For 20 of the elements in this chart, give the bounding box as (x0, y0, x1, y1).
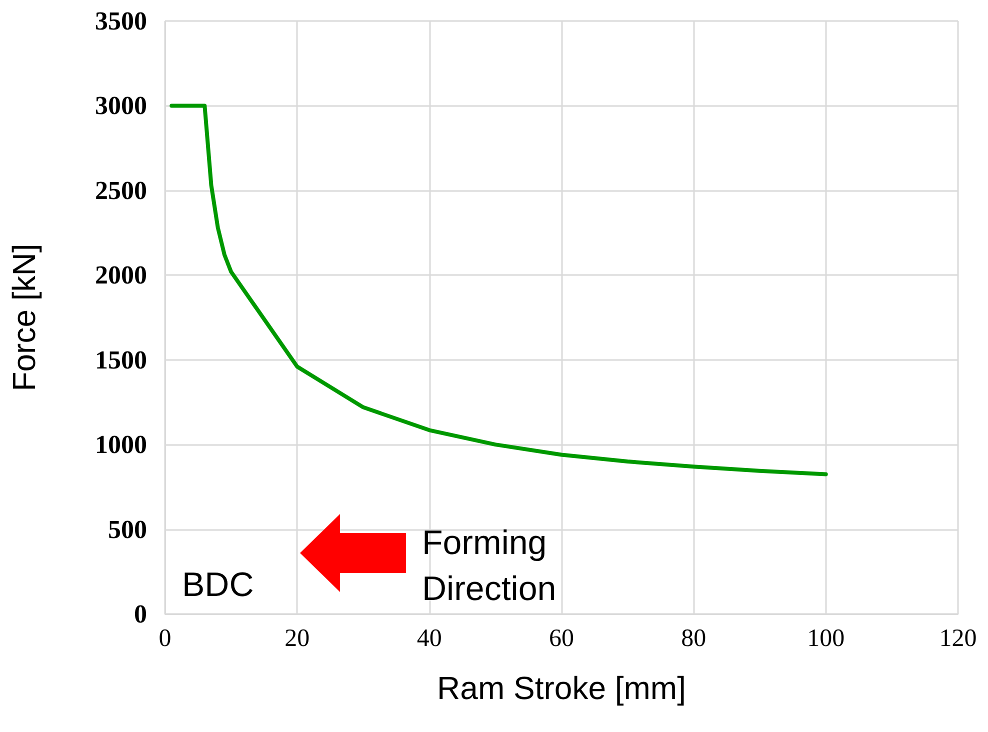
y-tick-label: 2000 (95, 260, 147, 290)
x-tick-label: 0 (158, 625, 172, 652)
x-tick-label: 40 (416, 625, 442, 652)
y-tick-label: 1000 (95, 430, 147, 460)
x-tick-label: 100 (807, 625, 845, 652)
annotation: Forming Direction (422, 523, 558, 610)
y-tick-label: 2500 (95, 176, 147, 205)
x-tick-label: 120 (939, 625, 977, 652)
y-axis-title: Force [kN] (6, 244, 42, 392)
x-tick-label: 20 (284, 625, 310, 652)
line-series (170, 104, 828, 476)
y-tick-label: 3000 (95, 91, 147, 120)
x-tick-label: 80 (681, 625, 706, 652)
y-tick-label: 1500 (95, 345, 147, 374)
annotation: BDC (182, 565, 255, 606)
x-tick-label: 60 (549, 625, 574, 652)
x-axis-title: Ram Stroke [mm] (437, 670, 686, 706)
y-tick-label: 3500 (95, 6, 147, 36)
y-tick-label: 500 (108, 514, 147, 544)
y-tick-label: 0 (134, 600, 147, 628)
